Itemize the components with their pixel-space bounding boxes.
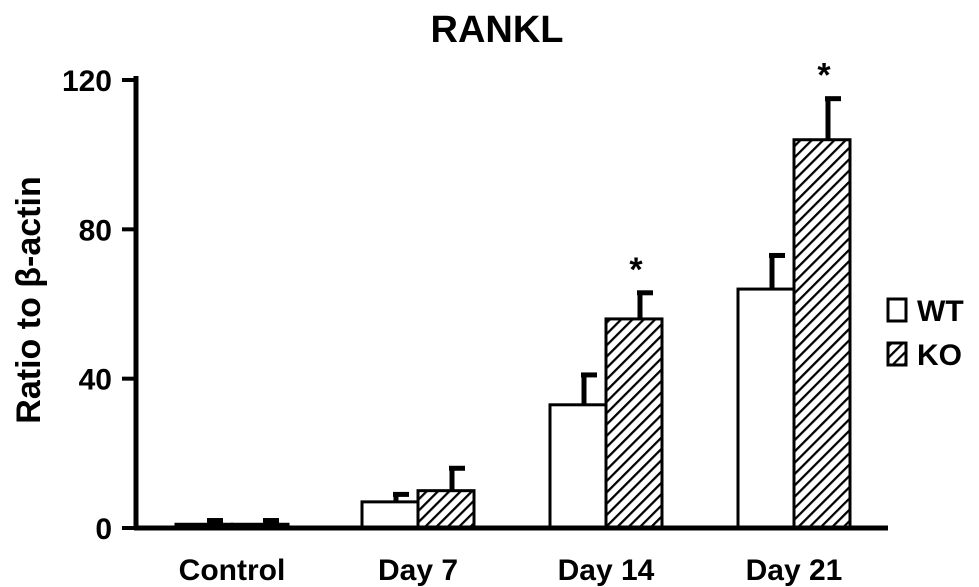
x-tick-label: Day 7 [378, 554, 458, 587]
significance-marker: * [817, 57, 831, 95]
legend-label-ko: KO [917, 339, 962, 372]
x-tick-label: Day 14 [558, 554, 655, 587]
bar-wt [736, 287, 796, 530]
significance-marker: * [629, 251, 643, 289]
bar-wt [360, 500, 420, 530]
legend-label-wt: WT [917, 295, 964, 328]
bars-group: ** [174, 57, 852, 530]
y-tick-label: 0 [95, 513, 112, 546]
y-tick-label: 80 [79, 214, 112, 247]
bar-ko [792, 138, 852, 530]
y-axis-label: Ratio to β-actin [10, 176, 48, 423]
legend-swatch-wt [886, 297, 908, 323]
legend-swatch-ko [886, 341, 908, 367]
y-ticks-group: 0 40 80 120 [62, 65, 136, 546]
x-tick-labels-group: Control Day 7 Day 14 Day 21 [179, 554, 843, 587]
bar-ko [604, 317, 664, 530]
legend: WT KO [886, 295, 964, 372]
bar-ko [416, 489, 476, 530]
y-tick-label: 40 [79, 364, 112, 397]
x-tick-label: Control [179, 554, 286, 587]
bar-wt [548, 403, 608, 530]
chart-title: RANKL [431, 9, 564, 51]
x-tick-label: Day 21 [746, 554, 843, 587]
y-tick-label: 120 [62, 65, 112, 98]
